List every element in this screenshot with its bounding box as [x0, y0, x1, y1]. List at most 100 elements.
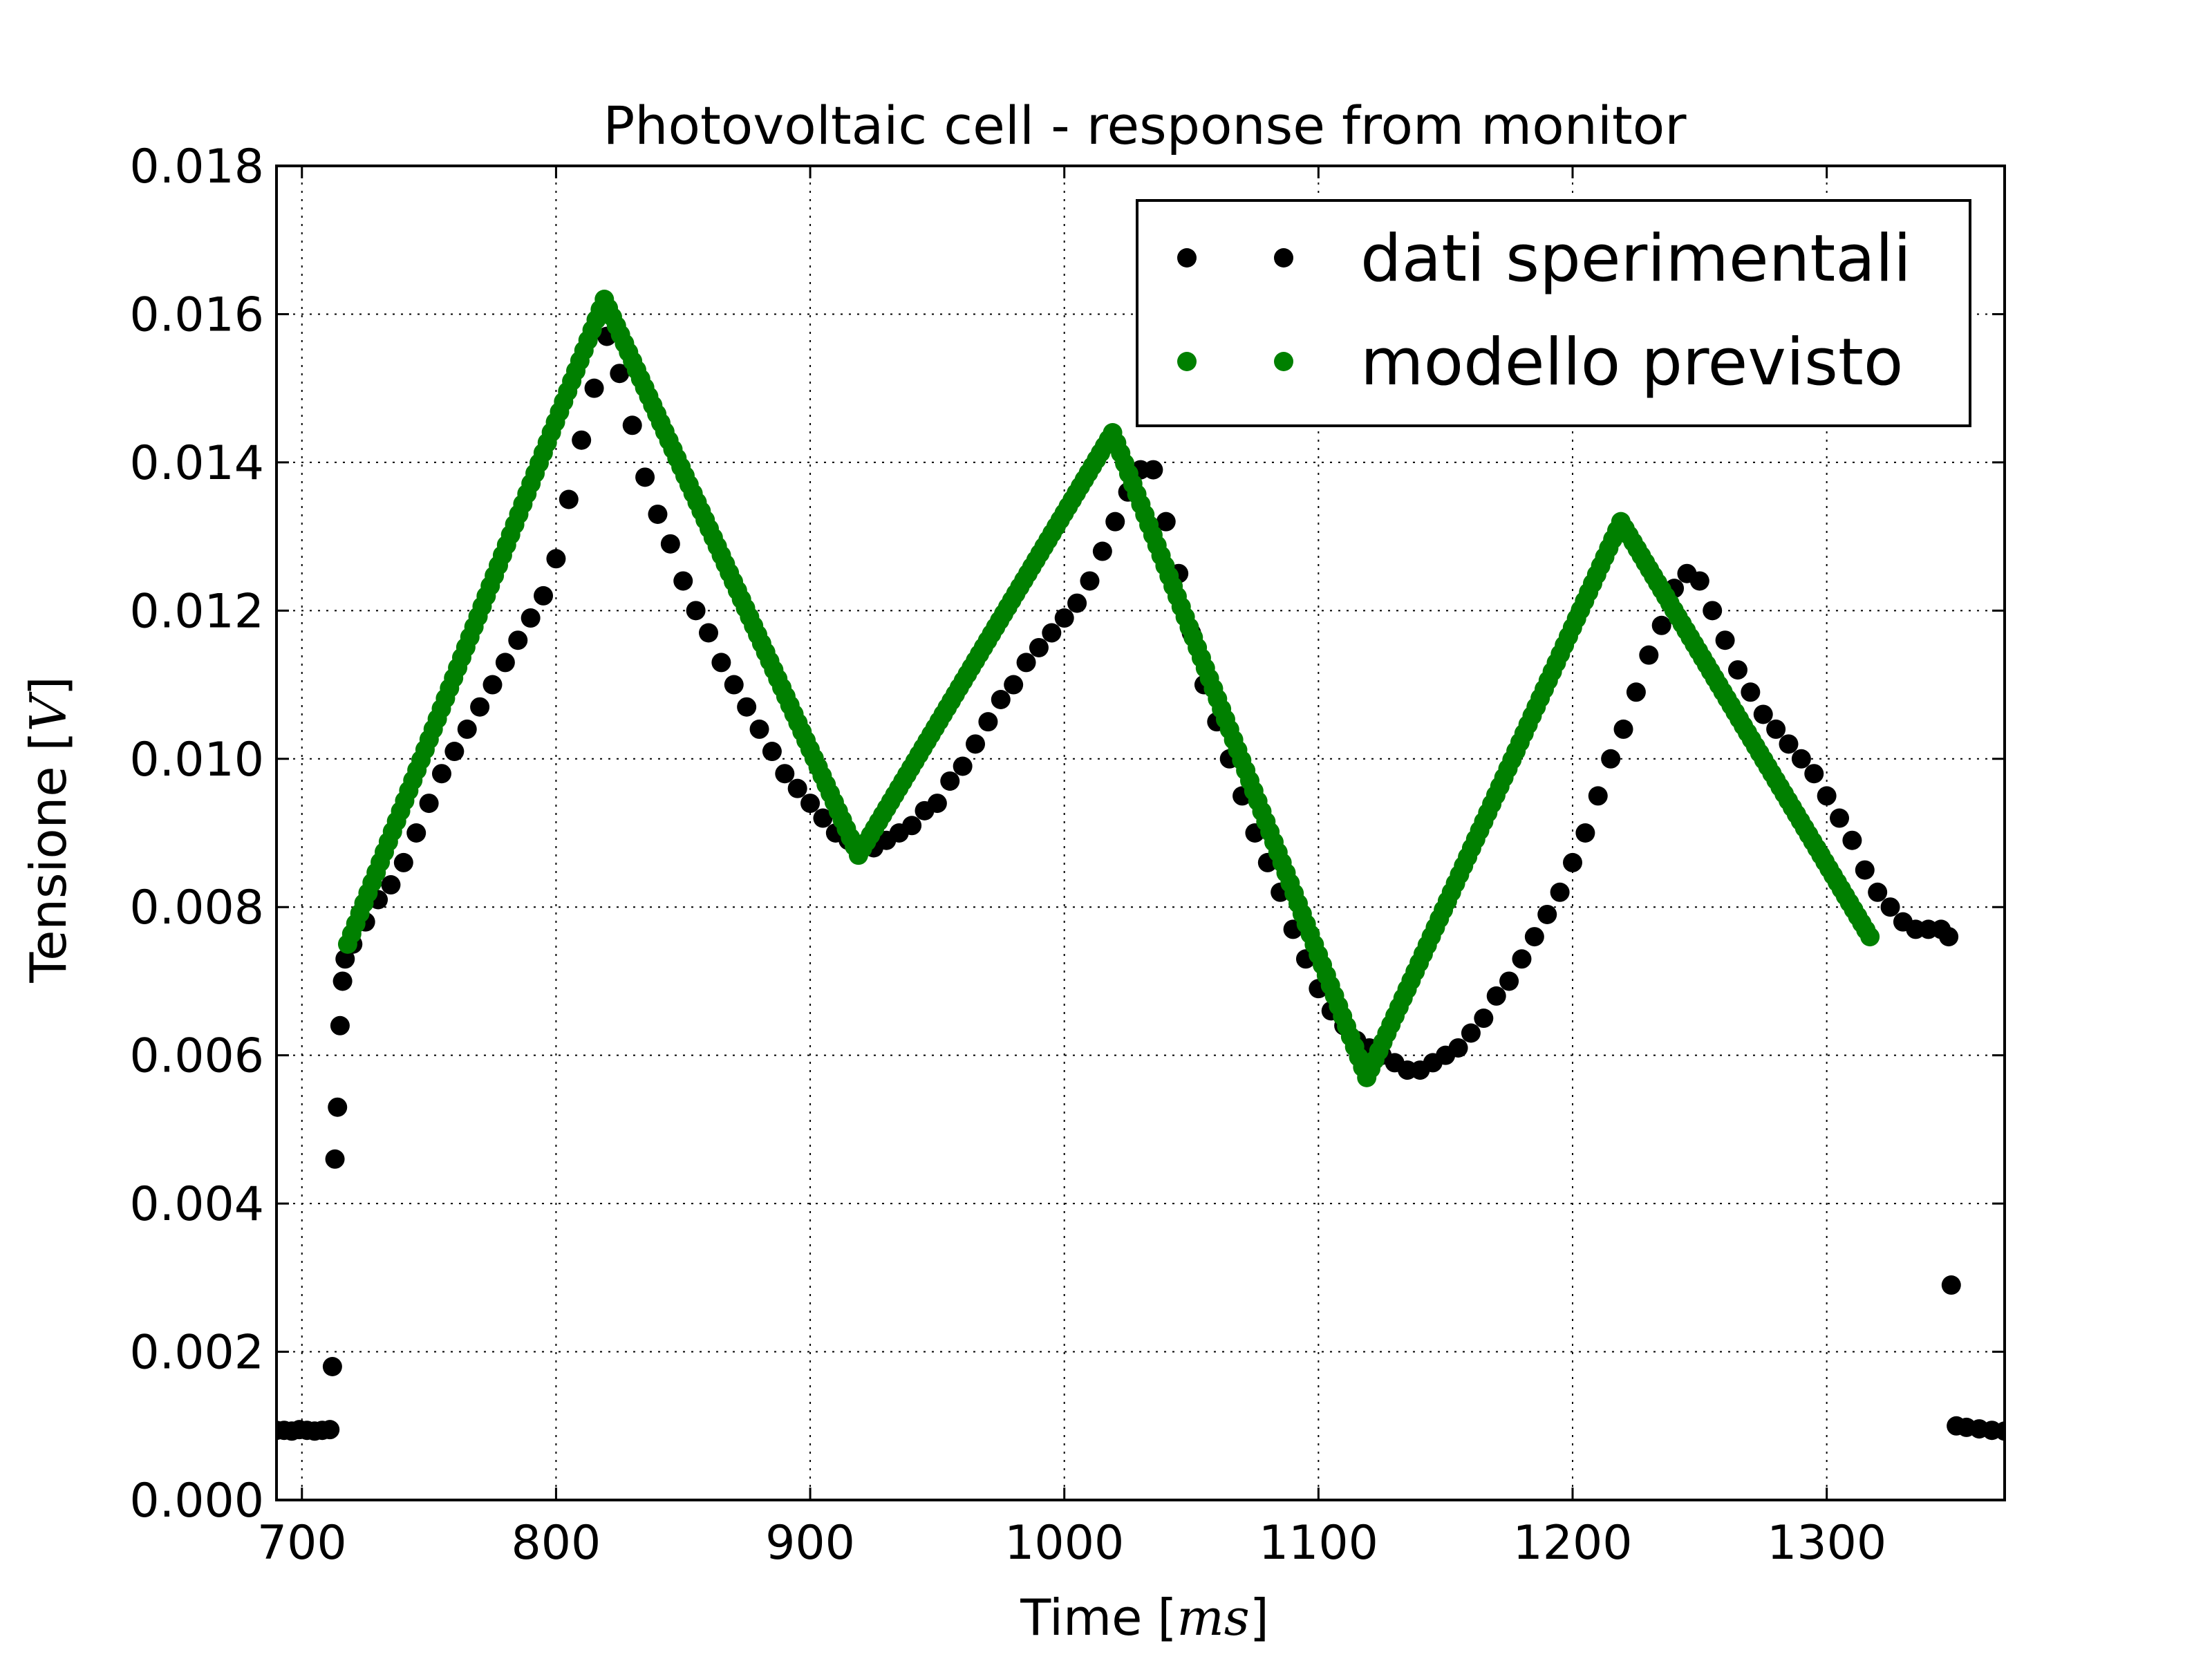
- data-point-experimental: [1067, 593, 1087, 613]
- data-point-experimental: [1941, 1275, 1961, 1295]
- data-point-experimental: [470, 697, 490, 717]
- data-point-experimental: [1499, 971, 1519, 991]
- data-point-experimental: [1474, 1009, 1494, 1029]
- data-point-experimental: [546, 549, 566, 569]
- data-point-experimental: [1004, 675, 1024, 695]
- data-point-experimental: [1689, 571, 1709, 591]
- x-axis-unit: ms: [1177, 1588, 1249, 1647]
- data-point-experimental: [1613, 719, 1633, 739]
- y-tick-label: 0.002: [129, 1326, 264, 1380]
- legend-marker-experimental-1: [1177, 248, 1197, 268]
- legend-marker-experimental-2: [1274, 248, 1293, 268]
- legend-label-model: modello previsto: [1360, 325, 1903, 400]
- data-point-experimental: [813, 808, 833, 828]
- data-point-experimental: [1727, 660, 1747, 680]
- data-point-experimental: [431, 764, 451, 784]
- data-point-experimental: [1939, 927, 1959, 947]
- y-tick-label: 0.000: [129, 1474, 264, 1528]
- data-point-experimental: [1995, 1421, 2005, 1441]
- legend-marker-model-2: [1274, 352, 1293, 371]
- data-point-experimental: [648, 504, 668, 524]
- x-tick-label: 700: [257, 1516, 347, 1571]
- data-point-experimental: [1880, 897, 1900, 917]
- y-tick-label: 0.006: [129, 1029, 264, 1084]
- data-point-experimental: [622, 415, 642, 435]
- data-point-experimental: [1715, 630, 1735, 650]
- y-axis-unit: V: [19, 691, 77, 731]
- tick-labels: 700 800 900 1000 1100 1200 1300 0.000 0.002 0.004…: [129, 140, 1886, 1571]
- axes-frame: [275, 165, 2006, 1501]
- y-tick-label: 0.018: [129, 140, 264, 194]
- y-tick-label: 0.016: [129, 288, 264, 342]
- chart-title: Photovoltaic cell - response from monito…: [603, 95, 1687, 156]
- data-point-experimental: [1016, 653, 1036, 673]
- data-point-experimental: [1791, 749, 1811, 769]
- data-point-experimental: [457, 719, 477, 739]
- x-tick-label: 800: [512, 1516, 601, 1571]
- data-point-experimental: [1817, 786, 1837, 806]
- data-point-experimental: [328, 1097, 348, 1117]
- data-point-experimental: [775, 764, 795, 784]
- data-point-experimental: [393, 852, 413, 872]
- ticks: [276, 165, 2005, 1501]
- data-point-experimental: [521, 608, 541, 628]
- data-point-experimental: [1054, 608, 1074, 628]
- x-axis-unit-close-bracket: ]: [1250, 1588, 1269, 1647]
- data-point-experimental: [406, 823, 427, 843]
- data-point-experimental: [1855, 860, 1875, 880]
- data-point-experimental: [991, 690, 1011, 709]
- data-point-experimental: [1779, 734, 1799, 754]
- data-point-experimental: [1080, 571, 1100, 591]
- data-point-experimental: [1575, 823, 1595, 843]
- data-point-experimental: [1042, 623, 1062, 643]
- x-axis-title: Time [ms]: [1020, 1588, 1269, 1647]
- data-point-experimental: [762, 742, 782, 762]
- x-tick-label: 1000: [1004, 1516, 1124, 1571]
- data-point-experimental: [1550, 882, 1570, 902]
- data-point-experimental: [1105, 512, 1125, 532]
- data-point-experimental: [902, 816, 922, 836]
- data-point-experimental: [966, 734, 986, 754]
- x-tick-label: 1300: [1767, 1516, 1886, 1571]
- data-point-experimental: [534, 585, 554, 606]
- data-point-experimental: [724, 675, 744, 695]
- x-axis-label: Time: [1020, 1588, 1142, 1647]
- y-tick-label: 0.012: [129, 584, 264, 639]
- data-point-experimental: [711, 653, 731, 673]
- x-tick-label: 1200: [1512, 1516, 1632, 1571]
- data-point-experimental: [335, 949, 355, 969]
- y-axis-label: Tensione: [19, 767, 77, 984]
- data-point-experimental: [419, 794, 439, 814]
- data-point-experimental: [482, 675, 503, 695]
- x-tick-label: 900: [765, 1516, 855, 1571]
- y-axis-unit-close-bracket: ]: [19, 676, 77, 695]
- data-point-experimental: [749, 719, 769, 739]
- data-point-experimental: [787, 778, 807, 798]
- data-point-experimental: [940, 771, 960, 791]
- legend-box: [1136, 199, 1971, 427]
- data-point-experimental: [322, 1357, 342, 1376]
- y-axis-unit-open-bracket: [: [19, 731, 77, 751]
- data-point-experimental: [508, 630, 528, 650]
- data-point-experimental: [381, 875, 401, 895]
- data-point-experimental: [1651, 615, 1671, 635]
- x-axis-unit-open-bracket: [: [1157, 1588, 1177, 1647]
- y-tick-label: 0.008: [129, 881, 264, 935]
- data-point-experimental: [1830, 808, 1850, 828]
- x-tick-label: 1100: [1259, 1516, 1378, 1571]
- data-point-experimental: [1156, 512, 1176, 532]
- data-point-experimental: [1766, 719, 1786, 739]
- data-point-experimental: [1804, 764, 1824, 784]
- y-tick-label: 0.004: [129, 1177, 264, 1232]
- data-point-experimental: [1524, 927, 1544, 947]
- data-point-experimental: [1563, 852, 1582, 872]
- legend: dati sperimentali modello previsto: [1136, 199, 1971, 427]
- data-point-experimental: [737, 697, 757, 717]
- data-point-experimental: [1753, 704, 1773, 724]
- data-point-experimental: [1703, 601, 1723, 621]
- data-point-experimental: [610, 364, 630, 384]
- data-point-experimental: [1512, 949, 1532, 969]
- data-point-experimental: [927, 794, 947, 814]
- data-point-experimental: [800, 794, 821, 814]
